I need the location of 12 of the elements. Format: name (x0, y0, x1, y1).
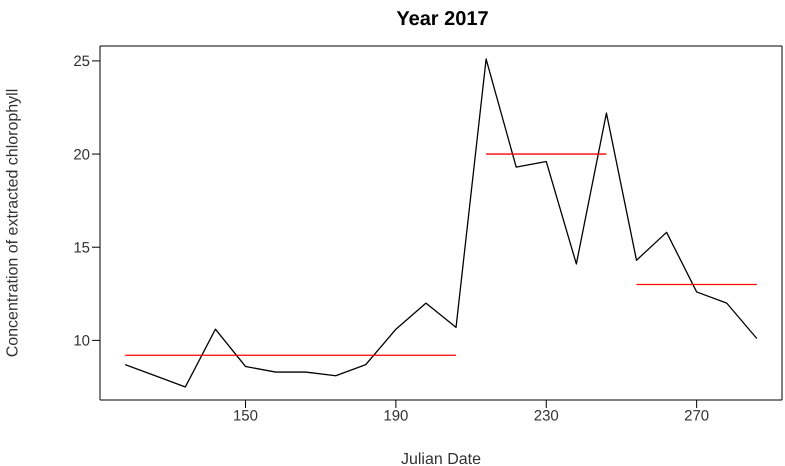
y-tick-label: 15 (73, 240, 90, 257)
y-tick-label: 20 (73, 146, 90, 164)
x-tick-label: 190 (383, 408, 408, 425)
x-tick-label: 150 (232, 408, 258, 425)
y-axis-title: Concentration of extracted chlorophyll (4, 88, 22, 358)
x-axis-title: Julian Date (400, 451, 482, 466)
x-tick-label: 270 (684, 408, 710, 425)
y-tick-label: 25 (73, 53, 90, 70)
y-tick-label: 10 (73, 332, 90, 350)
chart-title: Year 2017 (395, 8, 490, 31)
x-tick-label: 230 (534, 408, 559, 425)
line-series (124, 58, 758, 388)
